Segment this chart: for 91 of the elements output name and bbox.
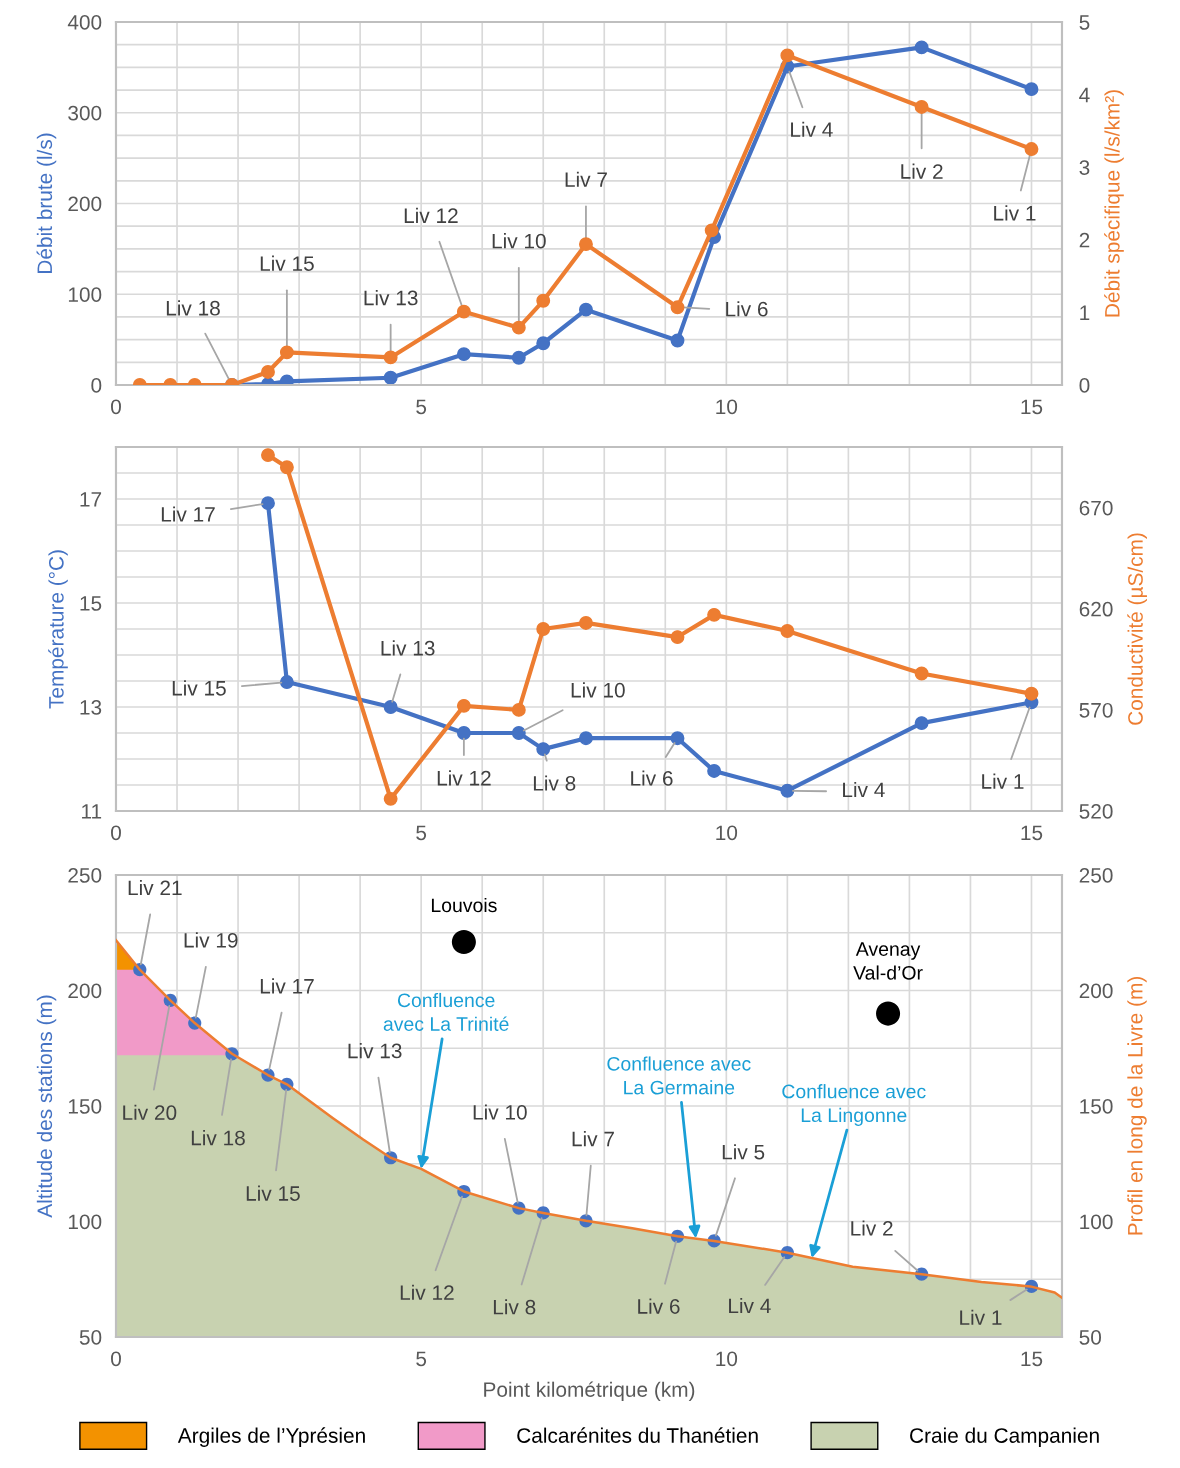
annotation: Liv 1 bbox=[960, 1309, 1002, 1325]
x-tick-label: 0 bbox=[111, 399, 121, 415]
x-tick-label: 0 bbox=[111, 825, 121, 841]
x-tick-label: 10 bbox=[716, 399, 738, 415]
y-tick-label: 150 bbox=[68, 1099, 102, 1114]
y2-tick-label: 50 bbox=[1079, 1330, 1102, 1345]
annotation: Confluence avec La Lingonne bbox=[782, 1084, 926, 1126]
y2-axis-title: Profil en long de la Livre (m) bbox=[1127, 977, 1147, 1235]
y-tick-label: 100 bbox=[68, 287, 102, 302]
x-tick-label: 5 bbox=[416, 825, 427, 841]
annotation: Liv 15 bbox=[260, 255, 314, 271]
y2-tick-label: 570 bbox=[1079, 702, 1113, 718]
annotation: Liv 7 bbox=[572, 1131, 614, 1147]
x-tick-label: 15 bbox=[1021, 399, 1043, 415]
annotation: Liv 8 bbox=[533, 775, 576, 791]
x-tick-label: 10 bbox=[716, 1351, 738, 1367]
y-tick-label: 13 bbox=[80, 700, 102, 715]
y-tick-label: 11 bbox=[82, 804, 102, 819]
y-tick-label: 100 bbox=[68, 1214, 102, 1230]
annotation: Liv 13 bbox=[364, 290, 418, 306]
y-tick-label: 0 bbox=[91, 378, 102, 393]
y-axis-title: Débit brute (l/s) bbox=[36, 133, 57, 273]
annotation: Liv 18 bbox=[191, 1130, 245, 1146]
annotation: Liv 20 bbox=[123, 1104, 177, 1121]
annotation: Liv 12 bbox=[404, 207, 458, 223]
y2-tick-label: 620 bbox=[1079, 601, 1113, 617]
annotation: Liv 12 bbox=[437, 770, 491, 786]
annotation: Liv 12 bbox=[400, 1284, 454, 1300]
y-tick-label: 17 bbox=[80, 492, 102, 507]
y2-tick-label: 200 bbox=[1079, 983, 1113, 999]
y-tick-label: 250 bbox=[68, 868, 102, 883]
annotation: Liv 17 bbox=[260, 978, 314, 994]
annotation: Liv 19 bbox=[184, 932, 238, 948]
annotation: Liv 6 bbox=[638, 1298, 680, 1314]
annotation: Louvois bbox=[431, 897, 497, 913]
annotation: Liv 2 bbox=[851, 1220, 893, 1236]
y2-tick-label: 0 bbox=[1079, 378, 1090, 393]
annotation: Liv 1 bbox=[982, 773, 1024, 789]
annotation: Liv 5 bbox=[722, 1144, 765, 1160]
legend-label: Calcarénites du Thanétien bbox=[517, 1427, 758, 1443]
annotation: Liv 17 bbox=[161, 506, 215, 522]
annotation: Confluence avec La Germaine bbox=[607, 1056, 751, 1095]
y2-tick-label: 250 bbox=[1079, 868, 1113, 883]
annotation: Liv 6 bbox=[631, 770, 673, 786]
annotation: Liv 15 bbox=[246, 1185, 300, 1201]
x-tick-label: 5 bbox=[416, 399, 427, 415]
y2-tick-label: 520 bbox=[1079, 804, 1113, 819]
annotation: Confluence avec La Trinité bbox=[383, 992, 509, 1031]
y2-axis-title: Débit spécifique (l/s/km²) bbox=[1104, 90, 1124, 317]
annotation: Liv 1 bbox=[994, 205, 1036, 221]
annotation: Liv 18 bbox=[166, 300, 220, 316]
annotation: Liv 7 bbox=[565, 171, 607, 187]
legend-label: Craie du Campanien bbox=[910, 1427, 1099, 1448]
y2-tick-label: 3 bbox=[1079, 160, 1090, 175]
annotation: Liv 15 bbox=[172, 680, 226, 696]
y-tick-label: 200 bbox=[68, 196, 102, 212]
annotation: Liv 4 bbox=[843, 782, 885, 798]
annotation: Liv 2 bbox=[901, 163, 943, 179]
annotation: Avenay Val-d’Or bbox=[853, 942, 923, 980]
y2-axis-title: Conductivité (µS/cm) bbox=[1127, 533, 1147, 725]
y2-tick-label: 150 bbox=[1080, 1099, 1113, 1114]
annotation: Liv 13 bbox=[381, 640, 435, 656]
y2-tick-label: 5 bbox=[1079, 15, 1090, 30]
legend-label: Argiles de l’Yprésien bbox=[177, 1427, 365, 1448]
annotation: Liv 10 bbox=[473, 1104, 527, 1120]
annotation: Liv 4 bbox=[791, 121, 833, 137]
y-tick-label: 200 bbox=[68, 983, 102, 999]
y2-tick-label: 2 bbox=[1079, 232, 1090, 248]
y-tick-label: 50 bbox=[79, 1330, 102, 1345]
annotation: Liv 4 bbox=[729, 1297, 771, 1314]
y2-tick-label: 100 bbox=[1080, 1214, 1113, 1230]
x-tick-label: 15 bbox=[1021, 825, 1043, 841]
annotation: Liv 13 bbox=[348, 1043, 402, 1059]
y2-tick-label: 670 bbox=[1079, 500, 1113, 516]
annotation: Liv 6 bbox=[726, 301, 768, 317]
y-axis-title: Altitude des stations (m) bbox=[36, 995, 57, 1218]
y-tick-label: 300 bbox=[68, 105, 102, 121]
annotation: Liv 10 bbox=[492, 233, 546, 249]
y-tick-label: 400 bbox=[67, 15, 102, 30]
x-tick-label: 0 bbox=[111, 1351, 121, 1367]
annotation: Liv 8 bbox=[493, 1299, 536, 1315]
x-axis-title: Point kilométrique (km) bbox=[484, 1381, 695, 1402]
y-tick-label: 15 bbox=[80, 596, 102, 611]
y-axis-title: Température (°C) bbox=[48, 550, 68, 709]
x-tick-label: 10 bbox=[716, 825, 738, 841]
annotation: Liv 21 bbox=[128, 880, 182, 896]
x-tick-label: 5 bbox=[416, 1351, 427, 1367]
y2-tick-label: 1 bbox=[1080, 305, 1090, 320]
annotation: Liv 10 bbox=[571, 682, 625, 698]
y2-tick-label: 4 bbox=[1079, 87, 1090, 103]
x-tick-label: 15 bbox=[1021, 1351, 1043, 1367]
